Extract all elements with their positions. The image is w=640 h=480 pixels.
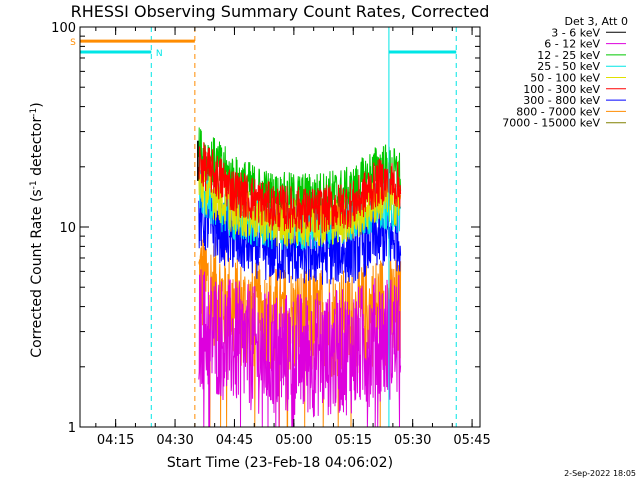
axes-layer: 1 10 100 04:15 04:30 04:45 05:00 05:15 05:30 05:4… [51,21,491,448]
date-stamp: 2-Sep-2022 18:05 [564,469,636,478]
x-tick-label: 05:45 [453,433,490,448]
chart-title: RHESSI Observing Summary Count Rates, Co… [71,2,490,21]
series-12-25kev [198,127,402,224]
legend-label: 300 - 800 keV [523,94,600,107]
y-tick-label: 1 [68,421,76,436]
y-tick-label: 10 [59,221,76,236]
legend-label: 800 - 7000 keV [516,105,600,118]
flag-layer: SN [70,27,457,427]
legend-title: Det 3, Att 0 [565,15,629,28]
series-100-300kev [198,142,402,234]
x-tick-label: 04:45 [216,433,253,448]
legend-label: 6 - 12 keV [544,38,600,51]
legend-label: 7000 - 15000 keV [502,117,600,130]
x-axis-label: Start Time (23-Feb-18 04:06:02) [167,455,393,471]
legend-label: 12 - 25 keV [537,49,600,62]
y-tick-label: 100 [51,21,76,36]
legend-label: 50 - 100 keV [530,72,600,85]
y-axis-label: Corrected Count Rate (s-1 detector-1) [29,102,45,357]
legend-label: 100 - 300 keV [523,83,600,96]
series-6-12kev [198,269,402,428]
data-layer [197,127,402,428]
flag-letter-n: N [156,49,163,59]
x-tick-label: 04:15 [97,433,134,448]
x-tick-label: 05:15 [335,433,372,448]
x-tick-label: 04:30 [156,433,193,448]
x-tick-label: 05:30 [394,433,431,448]
x-tick-label: 05:00 [275,433,312,448]
legend-label: 25 - 50 keV [537,60,600,73]
legend-label: 3 - 6 keV [551,26,600,39]
flag-letter-s: S [70,38,76,48]
